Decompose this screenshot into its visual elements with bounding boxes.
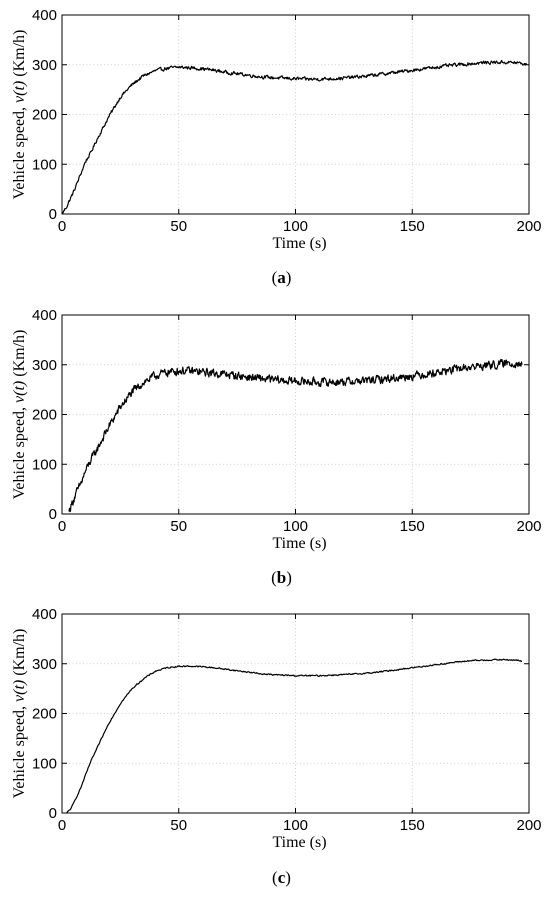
caption-letter: c: [278, 868, 286, 887]
y-axis-label-var: v(t): [11, 81, 28, 103]
y-axis-label-var: v(t): [11, 680, 28, 702]
y-tick-label: 400: [32, 307, 57, 324]
series-line: [66, 658, 523, 814]
x-tick-label: 150: [400, 817, 425, 834]
y-axis-label-suffix: (Km/h): [11, 330, 28, 381]
x-tick-label: 0: [58, 518, 66, 535]
series-line: [68, 358, 523, 513]
panel-caption: (b): [271, 568, 292, 587]
x-tick-label: 0: [58, 218, 66, 235]
chart-panel-a: 0 50 100 150 200 0 100 200 300 400 Time (s) Vehicle…: [11, 7, 542, 287]
caption-open: (: [271, 568, 277, 587]
panel-caption: (a): [272, 268, 292, 287]
x-axis-label: Time (s): [272, 834, 326, 851]
x-tick-label: 200: [516, 218, 541, 235]
caption-letter: b: [277, 568, 286, 587]
y-tick-label: 100: [32, 156, 57, 173]
x-tick-label: 100: [283, 218, 308, 235]
caption-open: (: [272, 868, 278, 887]
caption-open: (: [272, 268, 278, 287]
x-axis-label: Time (s): [272, 535, 326, 552]
y-tick-label: 400: [32, 7, 57, 24]
y-axis-label-suffix: (Km/h): [11, 30, 28, 81]
x-axis-label: Time (s): [272, 235, 326, 252]
x-tick-label: 0: [58, 817, 66, 834]
y-tick-label: 200: [32, 107, 57, 124]
y-axis-label: Vehicle speed, v(t) (Km/h): [11, 30, 28, 200]
caption-close: ): [286, 568, 292, 587]
caption-close: ): [285, 868, 291, 887]
x-tick-label: 150: [400, 518, 425, 535]
y-axis-label-prefix: Vehicle speed,: [11, 702, 28, 798]
y-axis-label-suffix: (Km/h): [11, 629, 28, 680]
y-axis-label: Vehicle speed, v(t) (Km/h): [11, 629, 28, 799]
x-tick-label: 150: [400, 218, 425, 235]
grid-lines: [62, 15, 529, 214]
y-tick-label: 200: [32, 407, 57, 424]
chart-panel-b: 0 50 100 150 200 0 100 200 300 400 Time (s) Vehicle…: [11, 307, 542, 587]
y-axis-label-prefix: Vehicle speed,: [11, 103, 28, 199]
y-tick-label: 0: [49, 506, 57, 523]
y-axis-label-var: v(t): [11, 381, 28, 403]
series-line: [61, 59, 528, 215]
y-tick-label: 0: [49, 805, 57, 822]
y-tick-label: 100: [32, 456, 57, 473]
panel-caption: (c): [272, 868, 291, 887]
y-tick-label: 300: [32, 57, 57, 74]
y-tick-label: 300: [32, 656, 57, 673]
y-tick-label: 400: [32, 606, 57, 623]
chart-panel-c: 0 50 100 150 200 0 100 200 300 400 Time (s) Vehicle…: [11, 606, 542, 887]
x-tick-label: 50: [170, 518, 187, 535]
grid-lines: [62, 315, 529, 514]
x-tick-label: 100: [283, 817, 308, 834]
x-tick-label: 50: [170, 817, 187, 834]
y-tick-label: 300: [32, 357, 57, 374]
x-tick-label: 100: [283, 518, 308, 535]
x-tick-label: 50: [170, 218, 187, 235]
y-tick-label: 0: [49, 206, 57, 223]
x-tick-label: 200: [516, 518, 541, 535]
caption-letter: a: [277, 268, 286, 287]
y-axis-label: Vehicle speed, v(t) (Km/h): [11, 330, 28, 500]
y-tick-label: 200: [32, 706, 57, 723]
y-tick-label: 100: [32, 755, 57, 772]
x-tick-label: 200: [516, 817, 541, 834]
y-axis-label-prefix: Vehicle speed,: [11, 403, 28, 499]
caption-close: ): [286, 268, 292, 287]
grid-lines: [62, 614, 529, 813]
